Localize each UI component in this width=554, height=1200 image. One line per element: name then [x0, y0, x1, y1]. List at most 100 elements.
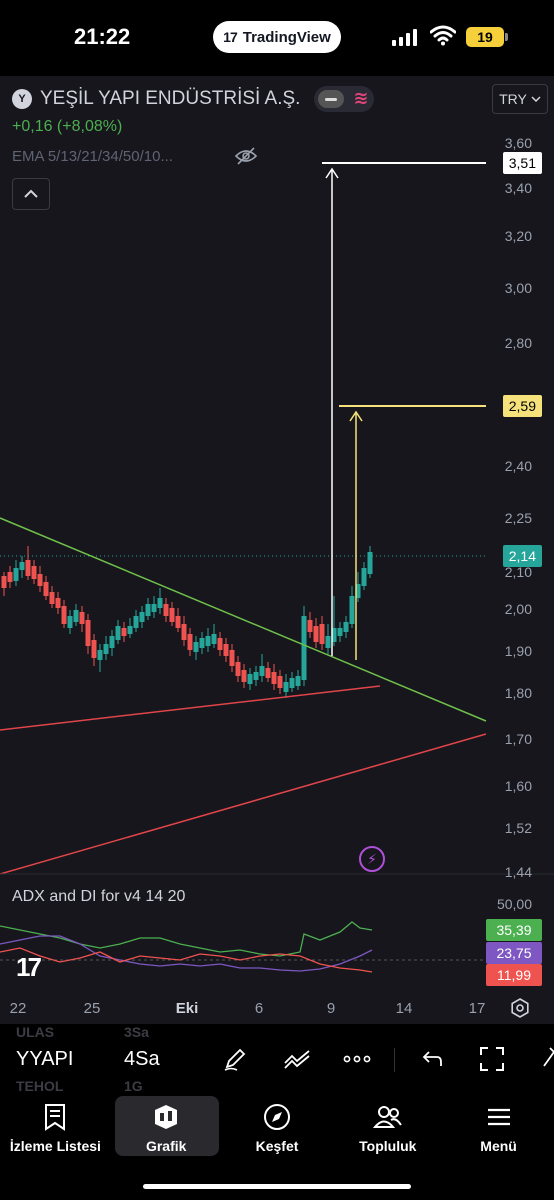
candle-body: [193, 642, 199, 652]
candle-body: [223, 644, 229, 656]
tradingview-pill[interactable]: 17 TradingView: [213, 21, 341, 53]
candle-body: [97, 650, 103, 660]
indicator-legend[interactable]: EMA 5/13/21/34/50/10...: [12, 148, 173, 165]
undo-button[interactable]: [416, 1044, 446, 1074]
gear-icon[interactable]: [510, 998, 530, 1018]
tradingview-logo-icon: 17: [223, 29, 238, 45]
more-options-button[interactable]: [342, 1044, 372, 1074]
status-bar: 21:22 17 TradingView 19: [0, 0, 554, 76]
candle-body: [91, 640, 97, 658]
time-axis-label: 9: [326, 1000, 336, 1017]
nav-menu[interactable]: Menü: [443, 1094, 554, 1160]
candle-body: [49, 592, 55, 604]
candle-body: [217, 638, 223, 650]
candle-body: [283, 682, 289, 692]
wifi-icon: [430, 25, 456, 46]
candle-body: [253, 672, 259, 680]
price-axis-label: 1,90: [504, 643, 532, 659]
price-axis-label: 2,10: [504, 564, 532, 580]
interval-picker[interactable]: 4Sa: [124, 1048, 160, 1070]
nav-community[interactable]: Topluluk: [332, 1094, 443, 1160]
candle-body: [73, 610, 79, 622]
adx-purple-line: [0, 935, 373, 972]
watchlist-icon: [45, 1104, 66, 1131]
candle-body: [37, 574, 43, 586]
chart-mode-toggle[interactable]: ≋: [314, 86, 375, 112]
fullscreen-icon: [480, 1047, 504, 1071]
candle-body: [127, 626, 133, 634]
adx-value-purple: 23,75: [486, 942, 542, 964]
candle-body: [169, 608, 175, 622]
candle-body: [313, 626, 319, 642]
target-high-tag: 3,51: [502, 152, 542, 174]
collapse-legend-button[interactable]: [12, 178, 50, 210]
candle-body: [109, 636, 115, 648]
candle-body: [211, 634, 217, 644]
nav-explore[interactable]: Keşfet: [222, 1094, 333, 1160]
candle-body: [271, 672, 277, 684]
more-tools-button[interactable]: [536, 1044, 554, 1074]
candle-body: [187, 634, 193, 650]
adx-value-red: 11,99: [486, 964, 542, 986]
home-indicator: [143, 1184, 411, 1189]
candle-body: [157, 598, 163, 608]
adx-red-line: [0, 947, 373, 973]
candle-body: [31, 566, 37, 579]
candle-body: [133, 616, 139, 628]
nav-label: İzleme Listesi: [9, 1138, 101, 1154]
eye-hidden-icon[interactable]: [234, 146, 258, 166]
candle-body: [229, 650, 235, 666]
tradingview-watermark-icon: 17: [16, 952, 42, 982]
candle-body: [85, 620, 91, 646]
symbol-row[interactable]: Y YEŞİL YAPI ENDÜSTRİSİ A.Ş. ≋: [12, 86, 375, 112]
price-change: +0,16 (+8,08%): [12, 118, 123, 135]
candle-body: [325, 636, 331, 648]
company-logo-icon: Y: [12, 89, 32, 109]
candle-body: [103, 644, 109, 654]
time-axis-label: 25: [83, 1000, 101, 1017]
ghost-symbol-top: ULAS: [16, 1024, 55, 1040]
toolbar-divider: [394, 1048, 395, 1072]
chart-canvas[interactable]: [0, 76, 554, 1024]
nav-label: Grafik: [145, 1138, 187, 1154]
candle-body: [367, 552, 373, 574]
chevron-up-icon: [24, 189, 38, 198]
candle-body: [145, 604, 151, 616]
nav-chart[interactable]: Grafik: [111, 1094, 222, 1160]
price-axis-label: 1,52: [504, 820, 532, 836]
price-axis-label: 2,40: [504, 458, 532, 474]
candle-body: [19, 562, 25, 570]
price-axis-label: 1,60: [504, 778, 532, 794]
adx-indicator-label[interactable]: ADX and DI for v4 14 20: [12, 888, 186, 905]
candle-body: [67, 616, 73, 628]
nav-watchlist[interactable]: İzleme Listesi: [0, 1094, 111, 1160]
target-mid-tag: 2,59: [502, 395, 542, 417]
adx-value-green: 35,39: [486, 919, 542, 941]
toggle-knob-icon: [318, 90, 345, 108]
chart-area[interactable]: Y YEŞİL YAPI ENDÜSTRİSİ A.Ş. ≋ +0,16 (+8…: [0, 76, 554, 1024]
candle-body: [121, 628, 127, 636]
candle-body: [235, 662, 241, 676]
drawing-tool-button[interactable]: [220, 1044, 250, 1074]
candle-body: [163, 604, 169, 616]
candle-body: [241, 670, 247, 682]
fullscreen-button[interactable]: [477, 1044, 507, 1074]
symbol-name[interactable]: YEŞİL YAPI ENDÜSTRİSİ A.Ş.: [40, 88, 301, 109]
trend-tool-button[interactable]: [282, 1044, 312, 1074]
currency-select[interactable]: TRY: [492, 84, 548, 114]
candle-body: [337, 628, 343, 636]
time-axis-label: 14: [395, 1000, 413, 1017]
candle-body: [349, 596, 355, 624]
bottom-navigation: İzleme Listesi Grafik Keşfet Topluluk Me…: [0, 1094, 554, 1200]
candle-body: [247, 674, 253, 684]
candle-body: [343, 622, 349, 632]
candle-body: [355, 584, 361, 598]
candle-body: [199, 638, 205, 648]
candle-body: [319, 624, 325, 644]
price-axis-label: 3,60: [504, 135, 532, 151]
symbol-picker[interactable]: YYAPI: [16, 1048, 74, 1070]
trendline-lower-channel: [0, 733, 487, 875]
candle-body: [151, 604, 157, 612]
bolt-icon[interactable]: ⚡: [359, 846, 385, 872]
candle-body: [307, 620, 313, 632]
